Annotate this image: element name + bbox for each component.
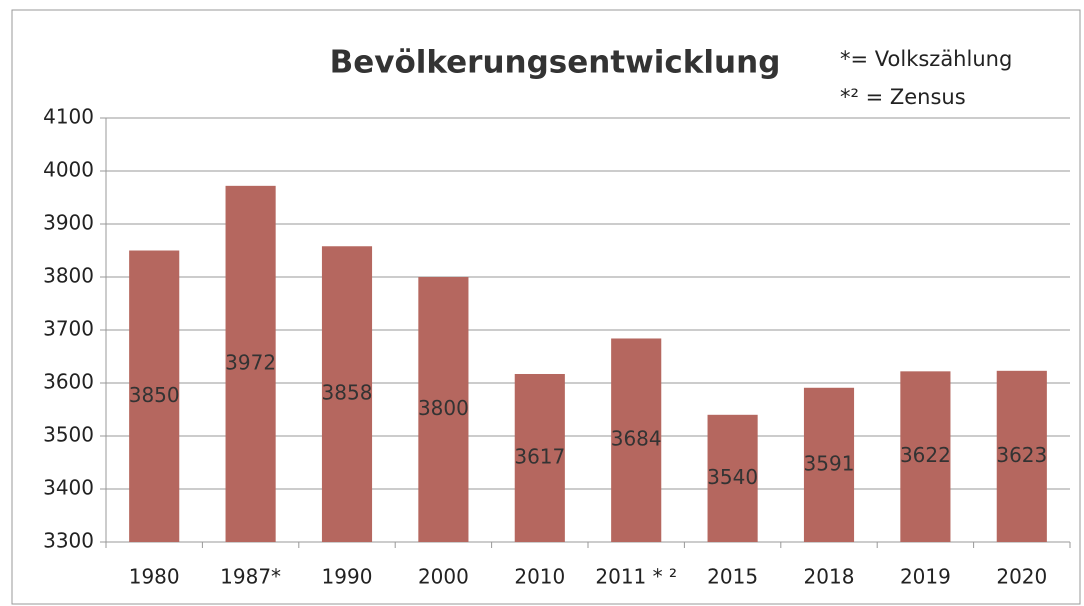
data-label: 3591 [804, 451, 855, 475]
x-tick-label: 2020 [996, 565, 1047, 589]
bar [321, 246, 373, 542]
x-tick-label: 1980 [129, 565, 180, 589]
bar [996, 370, 1047, 542]
y-tick-label: 3800 [43, 264, 94, 288]
x-tick-label: 2000 [418, 565, 469, 589]
data-label: 3972 [225, 350, 276, 374]
data-label: 3800 [418, 396, 469, 420]
x-tick-label: 2018 [804, 565, 855, 589]
y-tick-label: 3600 [43, 370, 94, 394]
data-label: 3858 [322, 381, 373, 405]
bar [611, 338, 662, 542]
bar [707, 414, 758, 542]
chart-title: Bevölkerungsentwicklung [330, 45, 781, 81]
x-tick-label: 1990 [322, 565, 373, 589]
annotation: *² = Zensus [840, 85, 966, 109]
y-tick-label: 3700 [43, 317, 94, 341]
data-label: 3850 [129, 383, 180, 407]
bar [900, 371, 951, 542]
x-tick-label: 2015 [707, 565, 758, 589]
y-tick-label: 4100 [43, 105, 94, 129]
y-tick-label: 3300 [43, 529, 94, 553]
bar [225, 185, 276, 542]
y-tick-label: 4000 [43, 158, 94, 182]
bar [418, 277, 469, 542]
bar [803, 387, 855, 542]
x-tick-label: 1987* [220, 565, 281, 589]
data-label: 3623 [996, 443, 1047, 467]
x-tick-label: 2019 [900, 565, 951, 589]
x-tick-label: 2010 [514, 565, 565, 589]
x-tick-label: 2011 * ² [595, 565, 677, 589]
bar [129, 250, 180, 542]
y-tick-label: 3900 [43, 211, 94, 235]
data-label: 3617 [514, 444, 565, 468]
bar [514, 373, 565, 542]
data-label: 3540 [707, 465, 758, 489]
data-label: 3622 [900, 443, 951, 467]
y-tick-label: 3400 [43, 476, 94, 500]
y-tick-label: 3500 [43, 423, 94, 447]
annotation: *= Volkszählung [840, 47, 1012, 71]
data-label: 3684 [611, 427, 662, 451]
